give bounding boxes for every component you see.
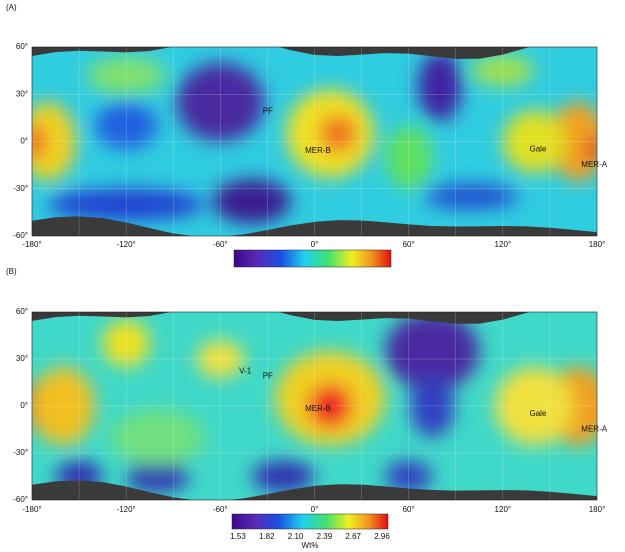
heat-blob [494, 366, 574, 446]
lat-label: -30° [13, 184, 28, 193]
heat-blob [385, 312, 480, 391]
site-label: MER-A [581, 425, 607, 434]
lat-label: 30° [16, 354, 28, 363]
heat-blob [251, 460, 315, 493]
heat-blob [32, 125, 45, 158]
site-label: PF [263, 371, 273, 380]
lat-label: -60° [13, 231, 28, 240]
heat-blob [549, 102, 597, 181]
heat-blob [385, 460, 433, 493]
terrain-dark [32, 216, 597, 236]
lon-label: -120° [117, 240, 136, 249]
heat-blob [110, 409, 205, 466]
colorbar-unit: Wt% [302, 541, 319, 550]
heat-blob [94, 102, 158, 150]
terrain-dark [32, 480, 597, 500]
site-label: Gale [530, 409, 547, 418]
colorbar-tick-label: 2.39 [317, 532, 333, 541]
heat-blob [32, 102, 76, 181]
heat-blob [32, 366, 95, 446]
site-label: MER-A [581, 160, 607, 169]
lat-label: 0° [20, 137, 28, 146]
heat-blob [308, 384, 353, 428]
map-frame [31, 46, 598, 237]
lon-label: 120° [495, 505, 512, 514]
lon-label: 0° [311, 505, 319, 514]
heat-blob [319, 114, 357, 153]
heat-blob [102, 319, 150, 367]
heat-blob [212, 179, 291, 224]
heat-blob [86, 56, 166, 95]
colorbar-tick-label: 2.96 [374, 532, 390, 541]
heat-blob [385, 125, 433, 189]
map [32, 47, 597, 236]
lon-label: 180° [589, 240, 606, 249]
lon-label: 0° [311, 240, 319, 249]
lat-label: 0° [20, 401, 28, 410]
lon-label: -60° [213, 505, 228, 514]
heat-blob [47, 188, 205, 221]
lon-label: 180° [589, 505, 606, 514]
colorbar [233, 249, 392, 268]
lon-label: 60° [403, 505, 415, 514]
site-label: PF [263, 107, 273, 116]
heat [32, 51, 597, 224]
lat-label: -60° [13, 495, 28, 504]
site-label: MER-B [305, 146, 331, 155]
heat-blob [196, 340, 244, 378]
lat-label: 30° [16, 89, 28, 98]
lat-label: 60° [16, 42, 28, 51]
lat-label: 60° [16, 307, 28, 316]
colorbar-tick-label: 1.82 [259, 532, 275, 541]
lat-label: -30° [13, 448, 28, 457]
heat-blob [502, 110, 566, 173]
site-label: V-1 [239, 367, 252, 376]
map [32, 312, 597, 500]
panel-label: (B) [6, 267, 17, 276]
heat-blob [126, 460, 189, 493]
heat-blob [410, 374, 455, 438]
terrain-dark [32, 47, 597, 59]
map-frame [31, 311, 598, 501]
colorbar-tick-label: 2.67 [345, 532, 361, 541]
lon-label: -180° [22, 240, 41, 249]
lon-label: 120° [495, 240, 512, 249]
heat-blob [418, 51, 463, 122]
site-label: MER-B [305, 404, 331, 413]
terrain-dark [32, 312, 597, 324]
heat-blob [471, 54, 535, 87]
lon-label: 60° [403, 240, 415, 249]
lon-label: -60° [213, 240, 228, 249]
colorbar-tick-label: 1.53 [230, 532, 246, 541]
colorbar-tick-label: 2.10 [288, 532, 304, 541]
heat [32, 312, 597, 493]
panel-label: (A) [6, 3, 17, 12]
colorbar [231, 513, 389, 530]
heat-blob [176, 62, 265, 142]
lon-label: -120° [117, 505, 136, 514]
heat-blob [586, 136, 597, 162]
lon-label: -180° [22, 505, 41, 514]
site-label: Gale [530, 144, 547, 153]
heat-blob [424, 184, 519, 210]
